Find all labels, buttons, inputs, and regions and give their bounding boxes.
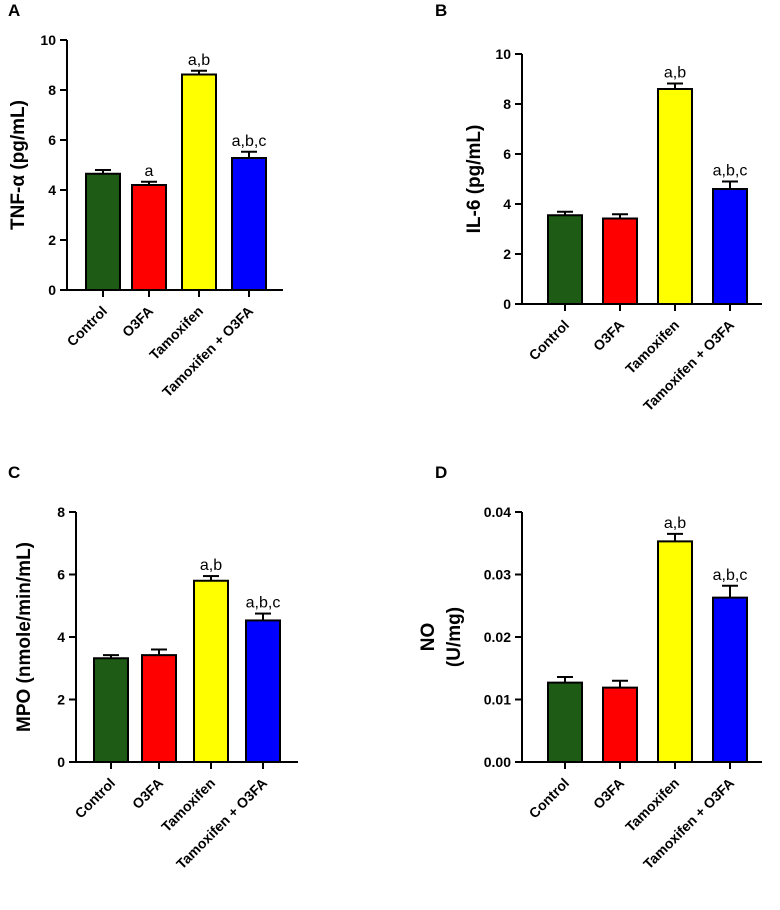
y-tick-label: 4 <box>57 629 65 645</box>
panel-C: C MPO (nmole/min/mL) 0 2 4 6 8 Control O3FA a,b Ta… <box>8 463 298 872</box>
y-tick-label: 2 <box>48 232 56 248</box>
x-tick-label: O3FA <box>590 775 627 812</box>
bar <box>547 214 583 305</box>
bar <box>657 88 693 305</box>
x-tick-label: Tamoxifen + O3FA <box>173 775 270 872</box>
y-tick-label: 8 <box>48 82 56 98</box>
y-axis-label: NO <box>418 623 439 652</box>
bar <box>602 217 638 305</box>
significance-label: a,b,c <box>246 595 281 612</box>
significance-label: a,b <box>664 65 686 82</box>
bar <box>131 184 167 291</box>
bar <box>193 579 229 763</box>
significance-label: a,b,c <box>232 133 267 150</box>
bar <box>602 686 638 763</box>
y-axis-label: TNF-α (pg/mL) <box>8 100 29 230</box>
y-tick-label: 0 <box>48 282 56 298</box>
bar <box>712 188 748 305</box>
bar <box>547 681 583 763</box>
bar <box>85 172 121 291</box>
significance-label: a,b,c <box>713 567 748 584</box>
y-tick-label: 4 <box>503 196 511 212</box>
x-tick-label: Control <box>64 303 111 350</box>
significance-label: a,b,c <box>713 163 748 180</box>
y-tick-label: 6 <box>503 146 511 162</box>
significance-label: a <box>145 163 154 180</box>
bar <box>657 540 693 763</box>
x-tick-label: Control <box>526 775 573 822</box>
y-tick-label: 0.03 <box>484 567 511 583</box>
y-tick-label: 0 <box>503 296 511 312</box>
bar <box>245 619 281 763</box>
x-tick-label: O3FA <box>119 303 156 340</box>
panel-B: B IL-6 (pg/mL) 0 2 4 6 8 10 Control O3FA a,b Tamoxi… <box>435 1 762 414</box>
y-tick-label: 0.04 <box>484 504 511 520</box>
y-tick-label: 0.02 <box>484 629 511 645</box>
y-tick-label: 2 <box>503 246 511 262</box>
y-tick-label: 6 <box>48 132 56 148</box>
y-tick-label: 10 <box>495 46 511 62</box>
y-axis-label-unit: (U/mg) <box>444 607 465 667</box>
panel-D: D NO (U/mg) 0.00 0.01 0.02 0.03 0.04 Control O3FA… <box>418 463 762 872</box>
panel-letter: B <box>435 1 447 20</box>
x-tick-label: Tamoxifen + O3FA <box>159 303 256 400</box>
significance-label: a,b <box>200 557 222 574</box>
x-tick-label: O3FA <box>590 317 627 354</box>
panel-A: A TNF-α (pg/mL) 0 2 4 6 8 10 Control a O3FA a,b Tamo… <box>8 1 283 400</box>
x-tick-label: Control <box>526 317 573 364</box>
panel-letter: C <box>8 463 20 482</box>
panel-letter: A <box>8 1 20 20</box>
y-tick-label: 8 <box>503 96 511 112</box>
x-tick-label: Tamoxifen <box>622 775 682 835</box>
x-tick-label: Control <box>72 775 119 822</box>
x-tick-label: Tamoxifen <box>622 317 682 377</box>
bar <box>231 157 267 291</box>
x-tick-label: O3FA <box>129 775 166 812</box>
y-tick-label: 2 <box>57 692 65 708</box>
x-tick-label: Tamoxifen + O3FA <box>640 317 737 414</box>
x-tick-label: Tamoxifen + O3FA <box>640 775 737 872</box>
panel-letter: D <box>435 463 447 482</box>
y-tick-label: 4 <box>48 182 56 198</box>
bar <box>181 73 217 291</box>
bar <box>712 596 748 763</box>
y-axis-label: MPO (nmole/min/mL) <box>14 542 35 732</box>
y-tick-label: 6 <box>57 567 65 583</box>
bar <box>141 654 177 763</box>
significance-label: a,b <box>188 52 210 69</box>
y-tick-label: 0.01 <box>484 692 511 708</box>
bar <box>93 657 129 763</box>
y-tick-label: 0.00 <box>484 754 511 770</box>
y-tick-label: 8 <box>57 504 65 520</box>
y-axis-label: IL-6 (pg/mL) <box>464 125 485 234</box>
y-tick-label: 10 <box>40 32 56 48</box>
y-tick-label: 0 <box>57 754 65 770</box>
significance-label: a,b <box>664 515 686 532</box>
